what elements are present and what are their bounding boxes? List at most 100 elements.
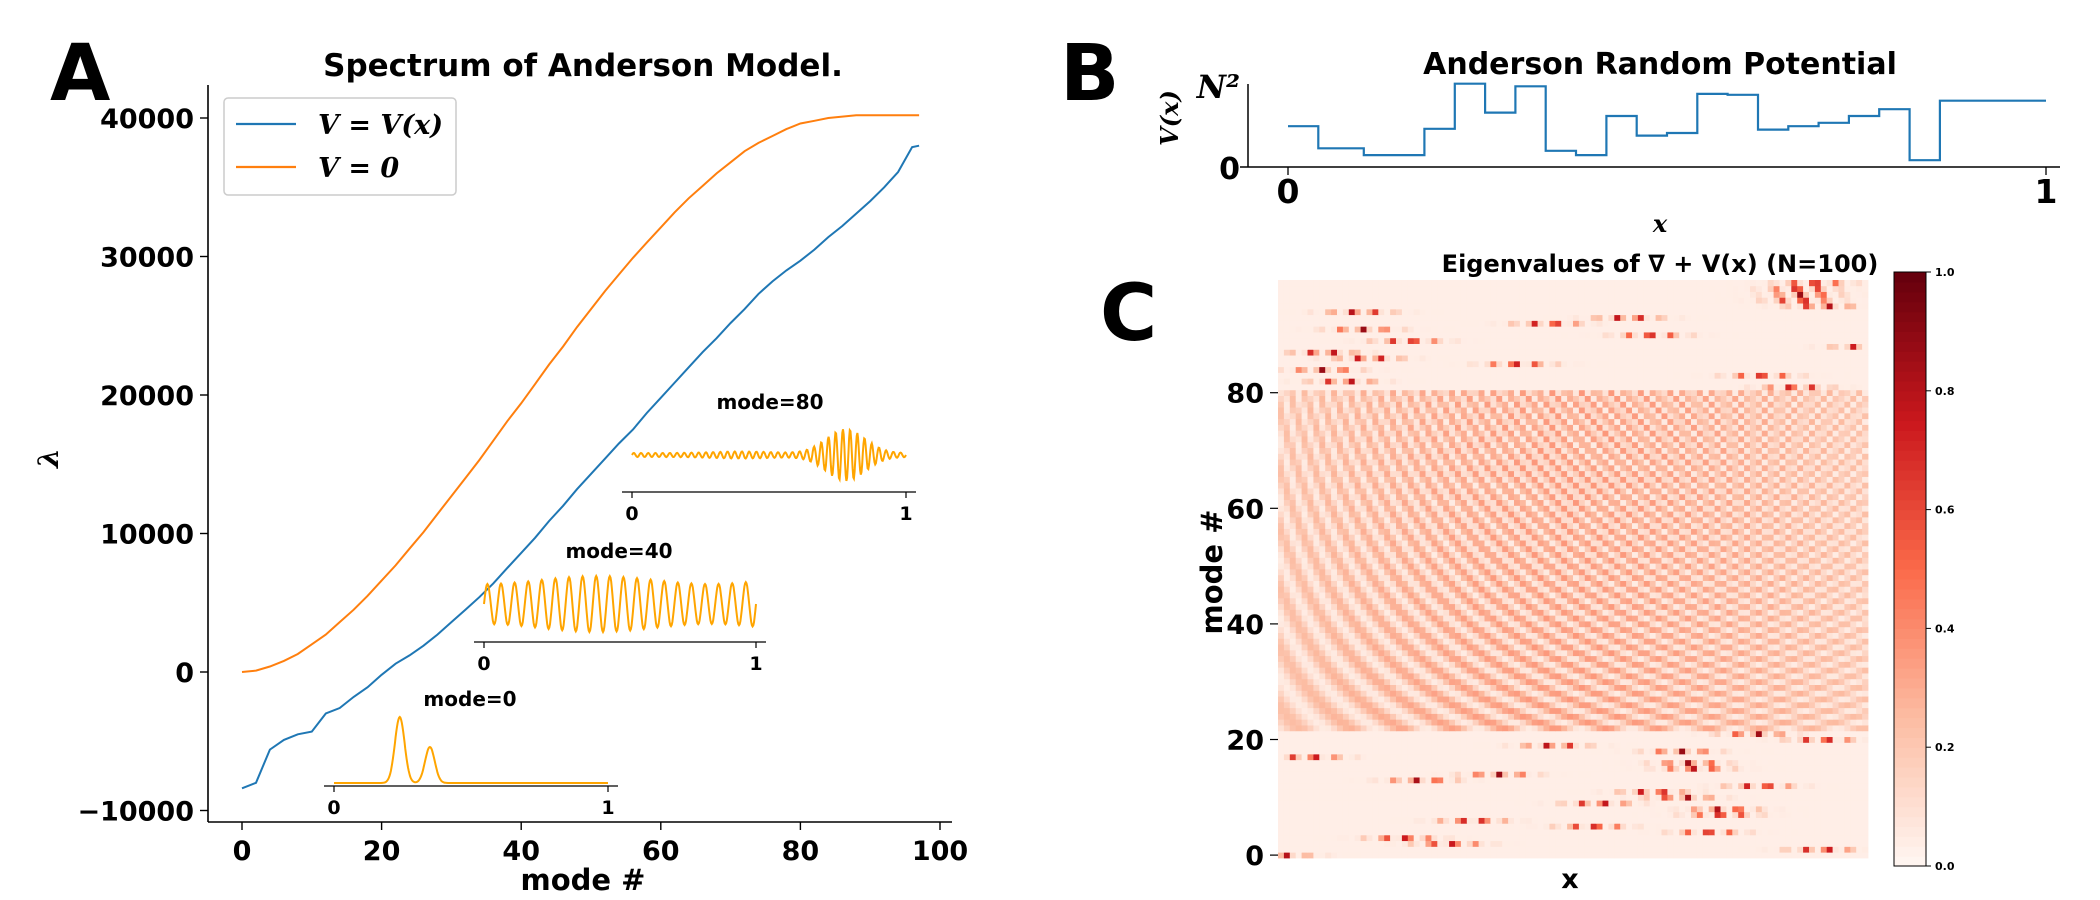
heatmap-cell	[1283, 823, 1291, 830]
heatmap-cell	[1673, 840, 1680, 847]
heatmap-cell	[1437, 725, 1444, 732]
heatmap-cell	[1608, 690, 1615, 697]
heatmap-cell	[1797, 684, 1804, 691]
heatmap-cell	[1354, 805, 1361, 813]
heatmap-cell	[1820, 730, 1828, 738]
heatmap-cell	[1307, 742, 1314, 749]
heatmap-cell	[1862, 725, 1869, 732]
heatmap-cell	[1726, 782, 1733, 790]
heatmap-cell	[1614, 638, 1621, 645]
heatmap-cell	[1602, 817, 1609, 824]
heatmap-cell	[1348, 574, 1356, 581]
heatmap-cell	[1537, 834, 1544, 842]
heatmap-cell	[1313, 817, 1320, 824]
heatmap-cell	[1437, 736, 1444, 743]
heatmap-cell	[1549, 794, 1556, 801]
heatmap-cell	[1620, 615, 1627, 622]
heatmap-cell	[1555, 684, 1562, 691]
heatmap-cell	[1584, 805, 1592, 813]
heatmap-cell	[1803, 701, 1810, 709]
heatmap-cell	[1685, 834, 1692, 842]
heatmap-cell	[1661, 736, 1668, 743]
heatmap-cell	[1785, 730, 1792, 738]
heatmap-cell	[1502, 673, 1509, 680]
heatmap-cell	[1455, 736, 1462, 743]
heatmap-cell	[1525, 574, 1533, 581]
heatmap-cell	[1714, 840, 1721, 847]
heatmap-cell	[1519, 649, 1527, 657]
heatmap-cell	[1791, 765, 1798, 772]
heatmap-cell	[1401, 713, 1409, 720]
heatmap-cell	[1460, 586, 1468, 593]
heatmap-cell	[1278, 736, 1285, 743]
heatmap-cell	[1295, 632, 1302, 639]
heatmap-cell	[1732, 777, 1739, 784]
heatmap-cell	[1702, 753, 1710, 761]
heatmap-cell	[1838, 771, 1845, 778]
heatmap-cell	[1750, 673, 1757, 680]
heatmap-cell	[1437, 748, 1444, 755]
heatmap-cell	[1738, 800, 1745, 807]
heatmap-cell	[1596, 805, 1603, 813]
panel-a-ytick-label: 30000	[100, 243, 194, 274]
heatmap-cell	[1826, 597, 1833, 605]
heatmap-cell	[1637, 719, 1645, 726]
heatmap-cell	[1325, 586, 1332, 593]
heatmap-cell	[1289, 777, 1297, 784]
heatmap-cell	[1767, 667, 1774, 674]
heatmap-cell	[1626, 794, 1633, 801]
heatmap-cell	[1750, 782, 1757, 790]
heatmap-cell	[1443, 701, 1450, 709]
heatmap-cell	[1732, 673, 1739, 680]
heatmap-cell	[1337, 609, 1344, 616]
heatmap-cell	[1549, 736, 1556, 743]
heatmap-cell	[1307, 713, 1314, 720]
heatmap-cell	[1437, 580, 1444, 587]
heatmap-cell	[1803, 621, 1810, 628]
heatmap-cell	[1561, 592, 1568, 599]
heatmap-cell	[1685, 649, 1692, 657]
heatmap-cell	[1319, 603, 1326, 610]
heatmap-cell	[1466, 615, 1474, 622]
heatmap-cell	[1543, 840, 1550, 847]
heatmap-cell	[1390, 678, 1397, 685]
heatmap-cell	[1413, 678, 1420, 685]
heatmap-cell	[1779, 592, 1786, 599]
heatmap-cell	[1543, 638, 1550, 645]
heatmap-cell	[1390, 777, 1397, 784]
heatmap-cell	[1702, 736, 1710, 743]
heatmap-cell	[1378, 707, 1385, 714]
heatmap-cell	[1632, 834, 1639, 842]
heatmap-cell	[1773, 736, 1780, 743]
heatmap-cell	[1325, 580, 1332, 587]
heatmap-cell	[1419, 805, 1426, 813]
heatmap-cell	[1785, 592, 1792, 599]
heatmap-cell	[1531, 690, 1538, 697]
heatmap-cell	[1673, 765, 1680, 772]
heatmap-cell	[1401, 649, 1409, 657]
heatmap-cell	[1661, 615, 1668, 622]
heatmap-cell	[1283, 788, 1291, 795]
heatmap-cell	[1289, 592, 1297, 599]
heatmap-cell	[1832, 817, 1839, 824]
heatmap-cell	[1679, 649, 1686, 657]
heatmap-cell	[1519, 701, 1527, 709]
heatmap-cell	[1307, 667, 1314, 674]
heatmap-cell	[1667, 852, 1674, 859]
heatmap-cell	[1614, 834, 1621, 842]
heatmap-cell	[1826, 730, 1833, 738]
heatmap-cell	[1289, 574, 1297, 581]
heatmap-cell	[1502, 609, 1509, 616]
heatmap-cell	[1519, 678, 1527, 685]
heatmap-cell	[1390, 609, 1397, 616]
heatmap-cell	[1372, 765, 1379, 772]
heatmap-cell	[1685, 597, 1692, 605]
heatmap-cell	[1814, 817, 1822, 824]
heatmap-cell	[1354, 823, 1361, 830]
heatmap-cell	[1578, 759, 1586, 766]
heatmap-cell	[1537, 823, 1544, 830]
heatmap-cell	[1443, 713, 1450, 720]
heatmap-cell	[1396, 713, 1403, 720]
heatmap-cell	[1437, 684, 1444, 691]
heatmap-cell	[1632, 586, 1639, 593]
